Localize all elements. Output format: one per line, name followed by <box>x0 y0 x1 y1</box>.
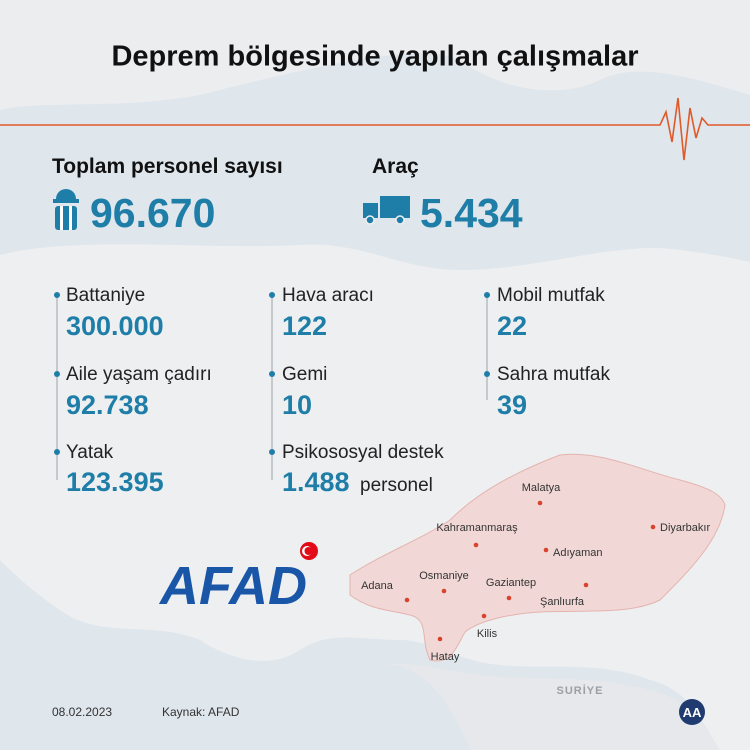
footer-source: Kaynak: AFAD <box>162 705 240 719</box>
land <box>0 0 750 110</box>
flag-icon <box>304 547 313 555</box>
item-value: 92.738 <box>66 390 149 420</box>
city-label: Kahramanmaraş <box>436 522 518 534</box>
item-value: 22 <box>497 311 527 341</box>
truck-icon <box>363 196 410 225</box>
country-label: SURİYE <box>557 684 604 697</box>
item-label: Aile yaşam çadırı <box>66 364 212 385</box>
item-value: 10 <box>282 390 312 420</box>
stat-label: Araç <box>372 155 419 178</box>
city-label: Hatay <box>431 651 460 663</box>
stat-value: 5.434 <box>420 190 523 236</box>
worker-icon <box>53 189 79 230</box>
city-label: Adana <box>361 580 394 592</box>
city-label: Kilis <box>477 628 498 640</box>
agency-logo <box>679 699 705 725</box>
land <box>380 663 720 750</box>
city-label: Diyarbakır <box>660 522 710 534</box>
logo: AFAD <box>158 556 307 616</box>
item-unit: personel <box>360 475 433 496</box>
city-label: Adıyaman <box>553 547 603 559</box>
item-value: 1.488 <box>282 467 350 497</box>
land <box>0 244 750 750</box>
item-value: 39 <box>497 390 527 420</box>
item-value: 300.000 <box>66 311 164 341</box>
title: Deprem bölgesinde yapılan çalışmalar <box>111 41 638 73</box>
city-label: Osmaniye <box>419 570 469 582</box>
seismograph-line <box>0 97 750 161</box>
earthquake-region <box>349 453 726 662</box>
stat-label: Toplam personel sayısı <box>52 155 283 178</box>
item-label: Hava aracı <box>282 285 374 306</box>
item-label: Mobil mutfak <box>497 285 605 306</box>
item-label: Sahra mutfak <box>497 364 610 385</box>
item-label: Gemi <box>282 364 327 385</box>
city-label: Şanlıurfa <box>540 596 585 608</box>
city-label: Malatya <box>522 482 561 494</box>
item-label: Yatak <box>66 442 114 463</box>
item-value: 123.395 <box>66 467 164 497</box>
footer-date: 08.02.2023 <box>52 705 112 719</box>
item-label: Battaniye <box>66 285 145 306</box>
item-value: 122 <box>282 311 327 341</box>
item-label: Psikososyal destek <box>282 442 444 463</box>
city-dots <box>404 500 656 642</box>
city-label: Gaziantep <box>486 577 536 589</box>
stat-value: 96.670 <box>90 190 215 236</box>
agency-logo-text: AA <box>683 705 702 720</box>
bullets <box>54 292 490 455</box>
